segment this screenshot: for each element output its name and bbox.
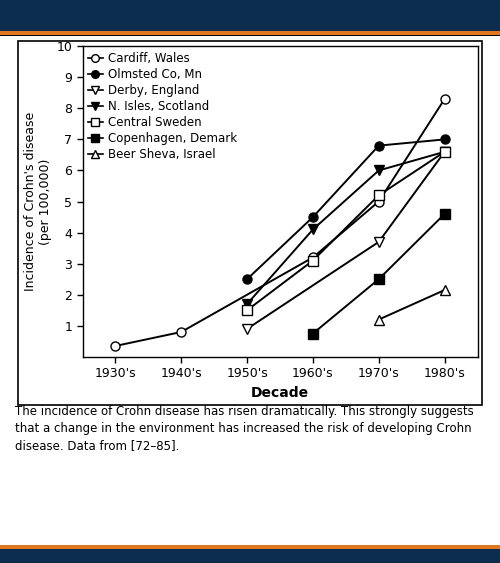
X-axis label: Decade: Decade	[251, 386, 309, 400]
Text: The incidence of Crohn disease has risen dramatically. This strongly suggests
th: The incidence of Crohn disease has risen…	[15, 405, 474, 452]
Y-axis label: Incidence of Crohn's disease
(per 100,000): Incidence of Crohn's disease (per 100,00…	[24, 112, 52, 291]
Legend: Cardiff, Wales, Olmsted Co, Mn, Derby, England, N. Isles, Scotland, Central Swed: Cardiff, Wales, Olmsted Co, Mn, Derby, E…	[86, 50, 240, 163]
